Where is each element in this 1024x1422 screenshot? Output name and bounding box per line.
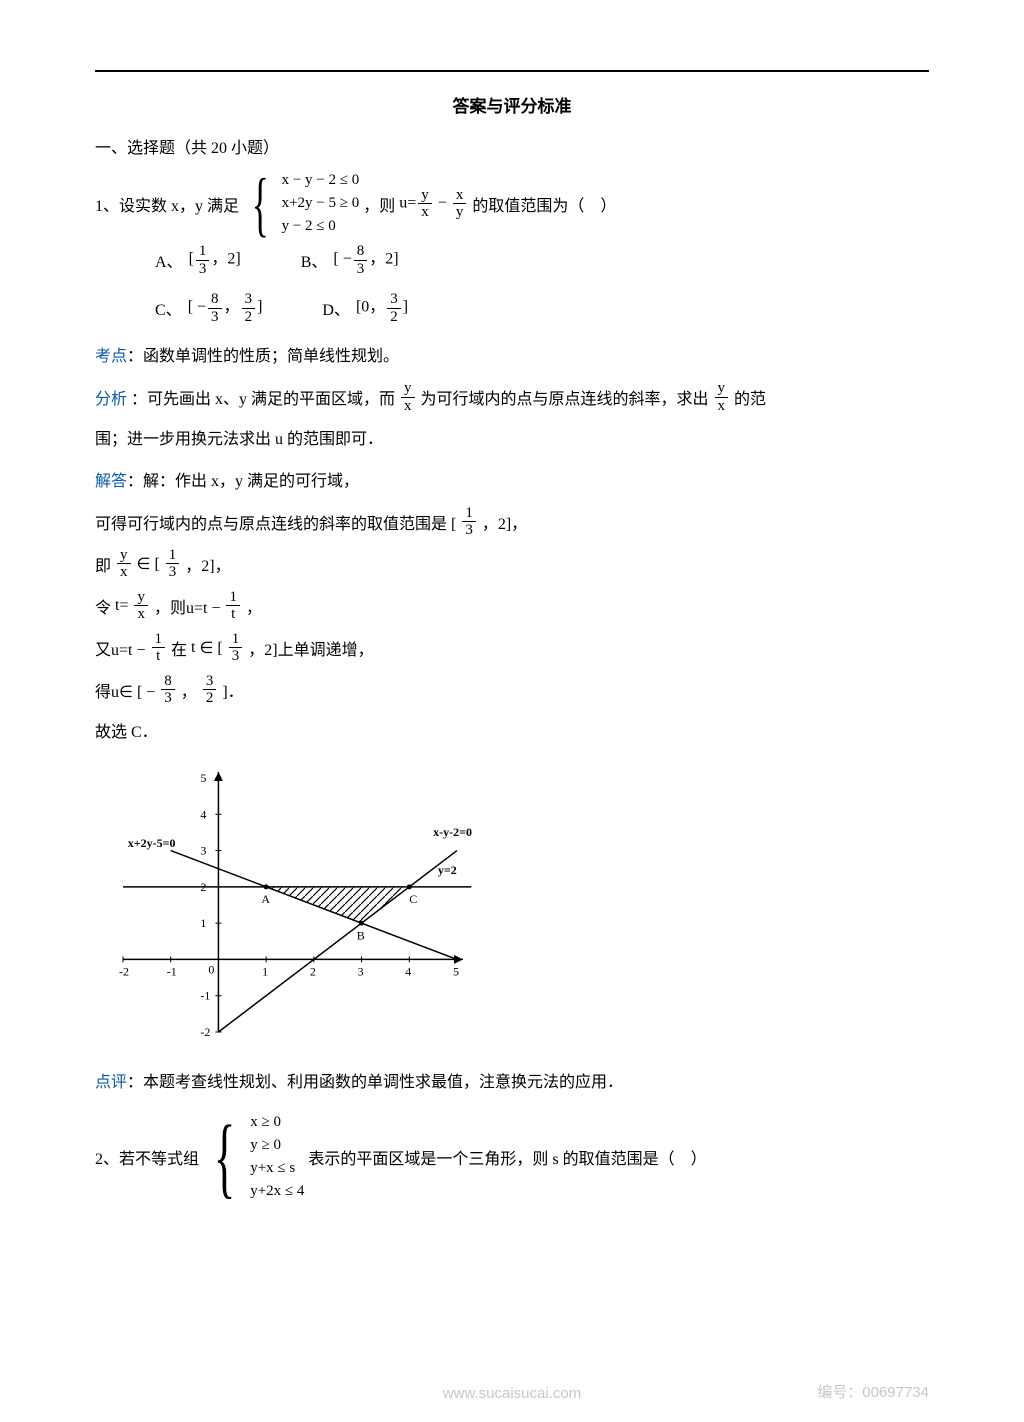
- jieda-l1: 解答：解：作出 x，y 满足的可行域，: [95, 464, 929, 499]
- chart-svg: -2-1012345-2-112345x-y-2=0x+2y-5=0y=2ABC: [105, 760, 475, 1050]
- frac-yx: yx: [401, 380, 415, 414]
- svg-text:y=2: y=2: [438, 863, 457, 877]
- option-b: B、 [ −83，2]: [301, 243, 399, 277]
- svg-text:4: 4: [405, 964, 411, 978]
- kaodian-label: 考点: [95, 348, 127, 365]
- dianping-label: 点评: [95, 1074, 127, 1091]
- q1-uexpr: u=yx − xy: [399, 187, 468, 221]
- q1-system: { x − y − 2 ≤ 0 x+2y − 5 ≥ 0 y − 2 ≤ 0: [243, 172, 359, 235]
- svg-text:4: 4: [200, 807, 206, 821]
- dianping: 点评：本题考查线性规划、利用函数的单调性求最值，注意换元法的应用．: [95, 1065, 929, 1100]
- jieda-label: 解答: [95, 473, 127, 490]
- fenxi-line2: 围；进一步用换元法求出 u 的范围即可．: [95, 422, 929, 457]
- q2-system: { x ≥ 0 y ≥ 0 y+x ≤ s y+2x ≤ 4: [203, 1114, 304, 1200]
- svg-text:B: B: [357, 928, 365, 942]
- svg-text:-2: -2: [119, 964, 129, 978]
- svg-text:x+2y-5=0: x+2y-5=0: [128, 836, 176, 850]
- svg-text:0: 0: [208, 962, 214, 976]
- fenxi-line1: 分析：可先画出 x、y 满足的平面区域，而 yx 为可行域内的点与原点连线的斜率…: [95, 380, 929, 414]
- fenxi-label: 分析: [95, 385, 127, 409]
- left-brace-icon: {: [214, 1120, 236, 1195]
- jieda-l4: 令 t=yx ，则u=t − 1t ，: [95, 589, 929, 623]
- q2-prefix: 2、若不等式组: [95, 1145, 199, 1169]
- document-page: 答案与评分标准 一、选择题（共 20 小题） 1、设实数 x，y 满足 { x …: [0, 0, 1024, 1238]
- q1-mid2: 的取值范围为（ ）: [472, 192, 616, 216]
- page-title: 答案与评分标准: [95, 92, 929, 117]
- svg-text:1: 1: [200, 916, 206, 930]
- q1-stem: 1、设实数 x，y 满足 { x − y − 2 ≤ 0 x+2y − 5 ≥ …: [95, 172, 929, 235]
- feasible-region-chart: -2-1012345-2-112345x-y-2=0x+2y-5=0y=2ABC: [105, 760, 929, 1055]
- svg-text:3: 3: [200, 844, 206, 858]
- svg-text:-2: -2: [200, 1025, 210, 1039]
- svg-text:-1: -1: [200, 989, 210, 1003]
- svg-text:5: 5: [200, 771, 206, 785]
- q2-sys-4: y+2x ≤ 4: [250, 1183, 304, 1200]
- jieda-l2: 可得可行域内的点与原点连线的斜率的取值范围是 [ 13 ，2]，: [95, 505, 929, 539]
- q1-options: A、 [13，2] B、 [ −83，2] C、 [ −83，32] D、 [0…: [155, 243, 929, 325]
- top-rule: [95, 70, 929, 72]
- q1-mid1: ，则: [363, 192, 395, 216]
- section-heading: 一、选择题（共 20 小题）: [95, 131, 929, 166]
- footer-id: 编号：00697734: [817, 1381, 929, 1402]
- svg-text:x-y-2=0: x-y-2=0: [433, 825, 472, 839]
- svg-text:1: 1: [262, 964, 268, 978]
- left-brace-icon: {: [252, 174, 269, 234]
- jieda-l6: 得u∈ [ − 83 ， 32 ]．: [95, 673, 929, 707]
- q2-post: 表示的平面区域是一个三角形，则 s 的取值范围是（ ）: [308, 1145, 706, 1169]
- option-d: D、 [0，32]: [322, 291, 408, 325]
- frac-yx: yx: [715, 380, 729, 414]
- svg-text:A: A: [261, 892, 270, 906]
- svg-text:3: 3: [358, 964, 364, 978]
- option-a: A、 [13，2]: [155, 243, 241, 277]
- q1-sys-1: x − y − 2 ≤ 0: [282, 172, 360, 189]
- svg-text:C: C: [409, 892, 417, 906]
- q1-sys-2: x+2y − 5 ≥ 0: [282, 195, 360, 212]
- kaodian: 考点：函数单调性的性质；简单线性规划。: [95, 339, 929, 374]
- svg-text:-1: -1: [167, 964, 177, 978]
- svg-text:5: 5: [453, 964, 459, 978]
- jieda-l7: 故选 C．: [95, 715, 929, 750]
- q1-sys-3: y − 2 ≤ 0: [282, 218, 360, 235]
- option-c: C、 [ −83，32]: [155, 291, 262, 325]
- svg-text:2: 2: [310, 964, 316, 978]
- q2-sys-3: y+x ≤ s: [250, 1160, 304, 1177]
- q1-prefix: 1、设实数 x，y 满足: [95, 192, 239, 216]
- jieda-l3: 即 yx ∈ [ 13 ，2]，: [95, 547, 929, 581]
- q2-sys-2: y ≥ 0: [250, 1137, 304, 1154]
- jieda-l5: 又u=t − 1t 在 t ∈ [ 13 ，2]上单调递增，: [95, 631, 929, 665]
- q2-stem: 2、若不等式组 { x ≥ 0 y ≥ 0 y+x ≤ s y+2x ≤ 4 表…: [95, 1114, 929, 1200]
- q2-sys-1: x ≥ 0: [250, 1114, 304, 1131]
